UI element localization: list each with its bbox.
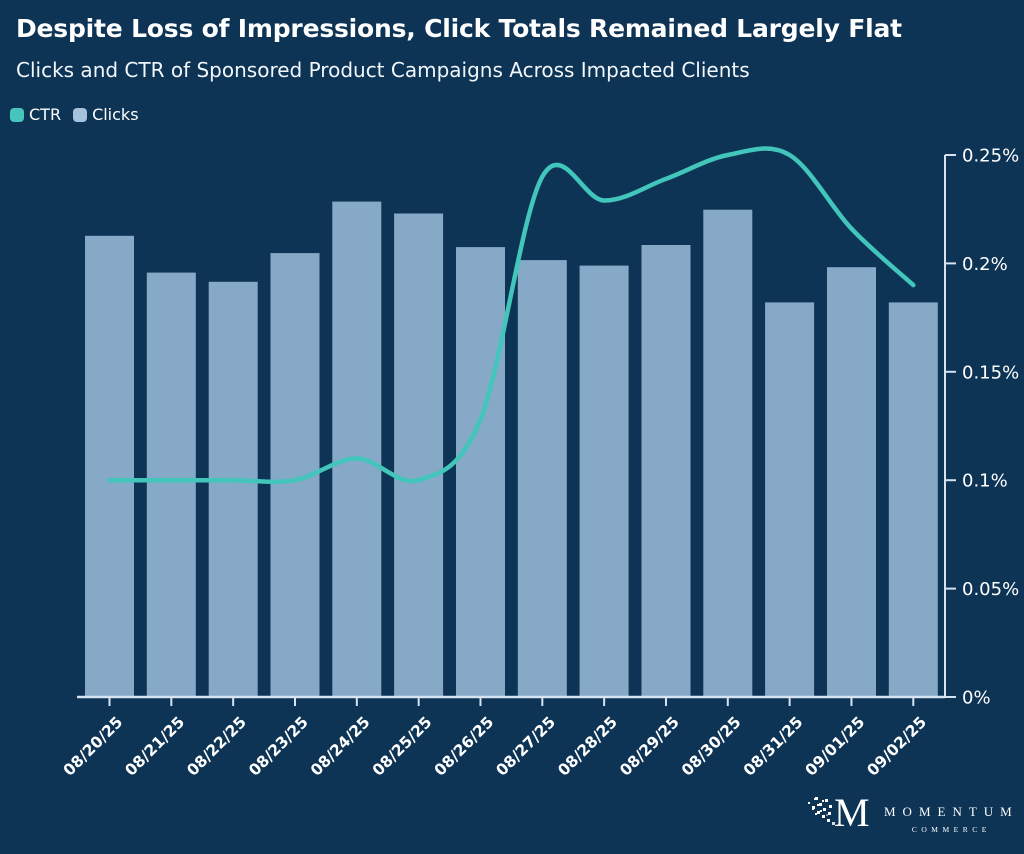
x-axis-label-08/25/25: 08/25/25	[369, 713, 436, 780]
chart-subtitle: Clicks and CTR of Sponsored Product Camp…	[16, 58, 750, 82]
legend: CTR Clicks	[10, 105, 139, 124]
clicks-bar-08/25/25	[394, 213, 444, 697]
brand-subtitle: COMMERCE	[911, 825, 991, 834]
x-axis-label-08/27/25: 08/27/25	[493, 713, 560, 780]
brand-name: MOMENTUM	[884, 804, 1019, 819]
logo-m-glyph: M	[834, 790, 870, 835]
x-axis-label-08/21/25: 08/21/25	[122, 713, 189, 780]
logo-dust-icon-faint	[826, 814, 828, 816]
clicks-bar-09/01/25	[827, 267, 876, 697]
logo-text: MOMENTUM COMMERCE	[884, 804, 1019, 834]
x-axis-label-08/29/25: 08/29/25	[616, 713, 683, 780]
y-axis-label-0.15%: 0.15%	[962, 362, 1019, 383]
clicks-bar-09/02/25	[888, 302, 938, 697]
x-axis-label-08/26/25: 08/26/25	[431, 713, 498, 780]
clicks-bar-08/26/25	[456, 247, 505, 697]
momentum-commerce-logo: M MOMENTUM COMMERCE	[806, 790, 1019, 840]
ctr-legend-swatch	[10, 107, 24, 122]
legend-item-clicks: Clicks	[73, 105, 139, 124]
clicks-bar-08/20/25	[85, 235, 134, 698]
x-axis-label-09/01/25: 09/01/25	[802, 713, 869, 780]
x-axis-label-08/20/25: 08/20/25	[60, 713, 127, 780]
clicks-bar-08/24/25	[332, 201, 382, 697]
y-axis-label-0.2%: 0.2%	[962, 254, 1008, 275]
clicks-legend-label: Clicks	[92, 105, 139, 124]
y-axis-label-0%: 0%	[962, 688, 991, 709]
clicks-legend-swatch	[73, 107, 88, 122]
x-axis-label-08/30/25: 08/30/25	[678, 713, 745, 780]
clicks-bar-08/22/25	[208, 281, 258, 697]
x-axis-label-08/31/25: 08/31/25	[740, 713, 807, 780]
y-axis-label-0.05%: 0.05%	[962, 579, 1019, 600]
x-axis-label-08/24/25: 08/24/25	[307, 713, 374, 780]
ctr-line	[107, 146, 916, 485]
x-axis-label-08/23/25: 08/23/25	[245, 713, 312, 780]
x-axis-label-08/28/25: 08/28/25	[554, 713, 621, 780]
x-axis-label-08/22/25: 08/22/25	[183, 713, 250, 780]
clicks-bar-08/31/25	[765, 302, 815, 697]
clicks-bar-08/29/25	[641, 245, 691, 697]
clicks-bar-08/30/25	[703, 209, 753, 697]
x-axis-label-09/02/25: 09/02/25	[864, 713, 931, 780]
legend-item-ctr: CTR	[10, 105, 61, 124]
ctr-legend-label: CTR	[29, 105, 62, 124]
y-axis-label-0.1%: 0.1%	[962, 471, 1008, 492]
y-axis-label-0.25%: 0.25%	[962, 146, 1019, 167]
clicks-bar-08/21/25	[146, 272, 196, 697]
logo-dust-icon	[832, 822, 835, 825]
clicks-bar-08/28/25	[579, 265, 629, 697]
chart-title: Despite Loss of Impressions, Click Total…	[16, 14, 902, 43]
clicks-bar-08/27/25	[517, 260, 567, 697]
